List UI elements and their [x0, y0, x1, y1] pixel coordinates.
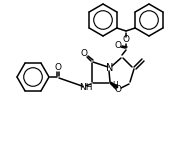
Text: O: O	[115, 40, 122, 50]
Text: NH: NH	[79, 83, 93, 93]
Text: O: O	[81, 50, 87, 59]
Text: O: O	[115, 85, 122, 95]
Text: N: N	[106, 63, 114, 73]
Text: H: H	[112, 81, 118, 90]
Text: O: O	[122, 36, 130, 45]
Text: O: O	[55, 64, 61, 73]
